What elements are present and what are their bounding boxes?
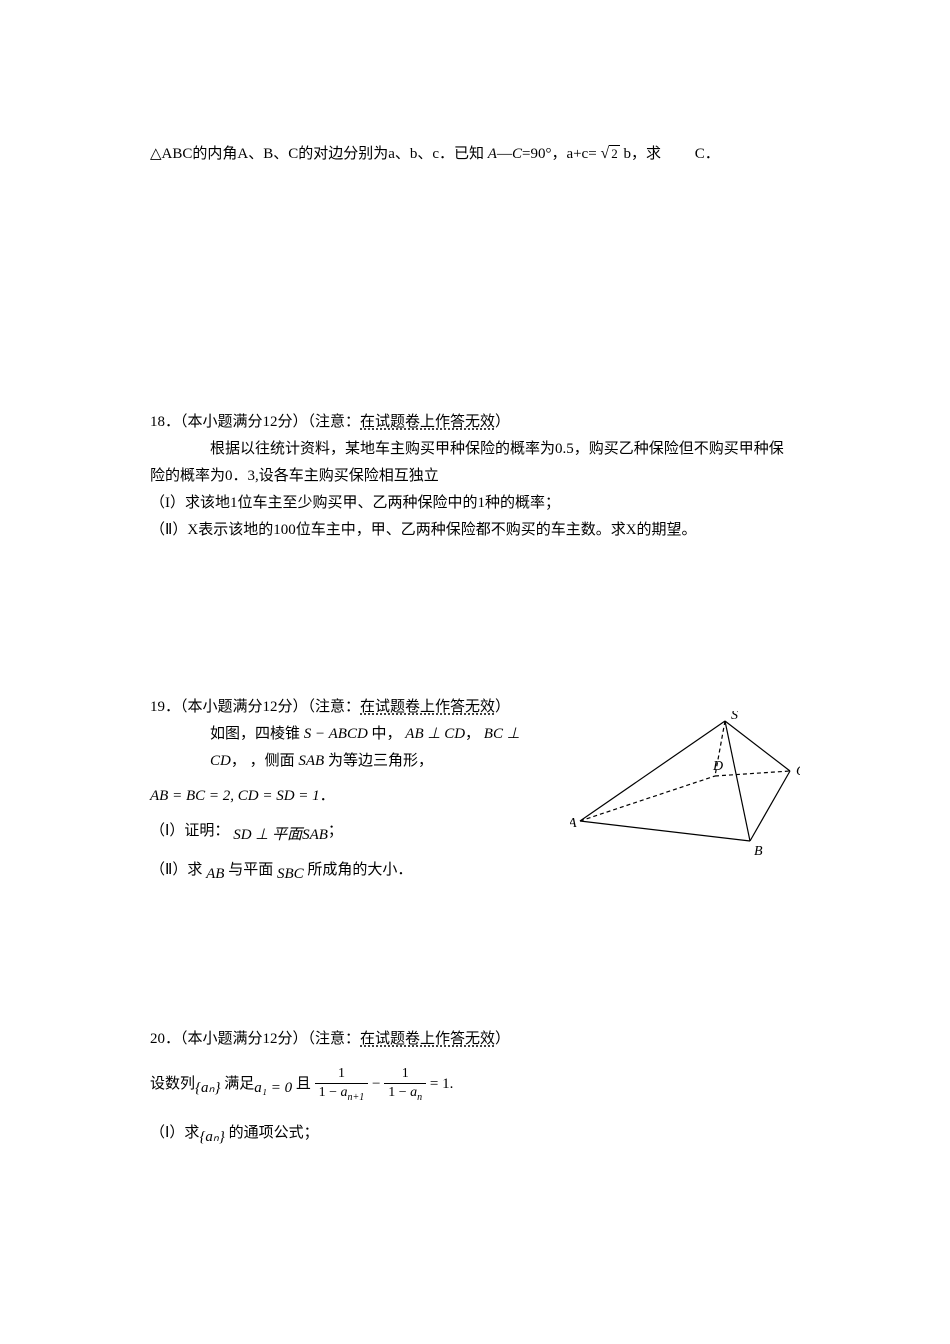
p19-l1-mid: 中，	[372, 726, 402, 742]
frac1-den: 1 − an+1	[315, 1084, 369, 1104]
p20-heading: 20．（本小题满分12分）（注意：在试题卷上作答无效）	[150, 1026, 800, 1053]
p19-part1: （Ⅰ）证明： SD ⊥ 平面SAB；	[150, 818, 550, 849]
p19-p1-end: ；	[328, 823, 343, 839]
p20-dotted: 在试题卷上作答无效	[360, 1031, 495, 1047]
p19-p2-end: 所成角的大小．	[307, 862, 412, 878]
p19-line2: AB = BC = 2, CD = SD = 1．	[150, 783, 550, 810]
p19-period: ．	[320, 788, 335, 804]
p18-heading-end: ）	[495, 414, 510, 430]
frac2-den: 1 − an	[384, 1084, 426, 1104]
p20-and: 且	[296, 1076, 311, 1092]
p17-A: A	[488, 146, 497, 162]
frac2-num: 1	[384, 1065, 426, 1084]
svg-text:D: D	[712, 759, 723, 774]
p20-heading-text: 20．（本小题满分12分）（注意：	[150, 1031, 360, 1047]
fraction-2: 1 1 − an	[384, 1065, 426, 1104]
p20-line1: 设数列{aₙ} 满足a₁ = 0 且 1 1 − an+1 − 1 1 − an…	[150, 1065, 800, 1104]
p19-sabcd: S − ABCD	[304, 726, 368, 742]
p20-part1: （Ⅰ）求{aₙ} 的通项公式；	[150, 1120, 800, 1151]
sqrt-2: √2	[600, 140, 619, 169]
p17-text-pre: △ABC的内角A、B、C的对边分别为a、b、c．已知	[150, 146, 484, 162]
p18-part2: （Ⅱ）X表示该地的100位车主中，甲、乙两种保险都不购买的车主数。求X的期望。	[150, 517, 800, 544]
p19-ab: AB	[206, 866, 224, 882]
problem-19: 19．（本小题满分12分）（注意：在试题卷上作答无效） 如图，四棱锥 S − A…	[150, 694, 800, 896]
p19-sbc: SBC	[277, 866, 304, 882]
problem-18: 18．（本小题满分12分）（注意：在试题卷上作答无效） 根据以往统计资料，某地车…	[150, 409, 800, 544]
p19-abcd: AB ⊥ CD	[405, 726, 465, 742]
p19-l1-post: ，侧面	[250, 753, 295, 769]
p20-p1-pre: （Ⅰ）求	[150, 1125, 199, 1141]
p18-line2: 险的概率为0．3,设各车主购买保险相互独立	[150, 463, 800, 490]
p20-seq: {aₙ}	[195, 1080, 220, 1096]
p17-answer: C．	[695, 146, 720, 162]
p20-p1-end: 的通项公式；	[229, 1125, 319, 1141]
problem-17: △ABC的内角A、B、C的对边分别为a、b、c．已知 A—C=90°，a+c= …	[150, 140, 800, 169]
pyramid-diagram: S A B C D	[570, 711, 800, 861]
p20-heading-end: ）	[495, 1031, 510, 1047]
svg-text:B: B	[754, 844, 763, 859]
p19-l1-end: 为等边三角形，	[328, 753, 433, 769]
p19-p1-formula: SD ⊥ 平面SAB	[233, 827, 328, 843]
p19-line1: 如图，四棱锥 S − ABCD 中， AB ⊥ CD， BC ⊥ CD， ，侧面…	[150, 721, 550, 775]
p20-eq1: = 1.	[430, 1076, 453, 1092]
p19-part2: （Ⅱ）求 AB 与平面 SBC 所成角的大小．	[150, 857, 550, 888]
p19-heading-text: 19．（本小题满分12分）（注意：	[150, 699, 360, 715]
svg-text:S: S	[731, 711, 738, 723]
frac1-num: 1	[315, 1065, 369, 1084]
p19-c2: ，	[231, 753, 246, 769]
p19-p2-pre: （Ⅱ）求	[150, 862, 202, 878]
svg-text:A: A	[570, 816, 577, 831]
p19-p1-pre: （Ⅰ）证明：	[150, 823, 229, 839]
p18-heading-text: 18．（本小题满分12分）（注意：	[150, 414, 360, 430]
p19-heading-end: ）	[495, 699, 510, 715]
p20-a1: a₁ = 0	[254, 1080, 292, 1096]
p19-dims: AB = BC = 2, CD = SD = 1	[150, 788, 320, 804]
problem-20: 20．（本小题满分12分）（注意：在试题卷上作答无效） 设数列{aₙ} 满足a₁…	[150, 1026, 800, 1151]
p18-dotted: 在试题卷上作答无效	[360, 414, 495, 430]
p17-dash: —	[497, 146, 512, 162]
fraction-1: 1 1 − an+1	[315, 1065, 369, 1104]
p18-heading: 18．（本小题满分12分）（注意：在试题卷上作答无效）	[150, 409, 800, 436]
p19-dotted: 在试题卷上作答无效	[360, 699, 495, 715]
p20-minus: −	[372, 1076, 384, 1092]
p19-sab: SAB	[298, 753, 324, 769]
p20-l1-pre: 设数列	[150, 1076, 195, 1092]
p20-l1-mid: 满足	[224, 1076, 254, 1092]
p19-c1: ，	[465, 726, 480, 742]
p19-p2-mid: 与平面	[228, 862, 273, 878]
p18-line1: 根据以往统计资料，某地车主购买甲种保险的概率为0.5，购买乙种保险但不购买甲种保	[150, 436, 800, 463]
p18-part1: （I）求该地1位车主至少购买甲、乙两种保险中的1种的概率；	[150, 490, 800, 517]
p19-l1-pre: 如图，四棱锥	[210, 726, 300, 742]
p17-C: C	[512, 146, 522, 162]
p17-post: b，求	[623, 146, 661, 162]
p20-p1-seq: {aₙ}	[199, 1129, 224, 1145]
p19-text-block: 如图，四棱锥 S − ABCD 中， AB ⊥ CD， BC ⊥ CD， ，侧面…	[150, 721, 550, 896]
p17-eq: =90°，a+c=	[522, 146, 597, 162]
svg-text:C: C	[796, 764, 800, 779]
